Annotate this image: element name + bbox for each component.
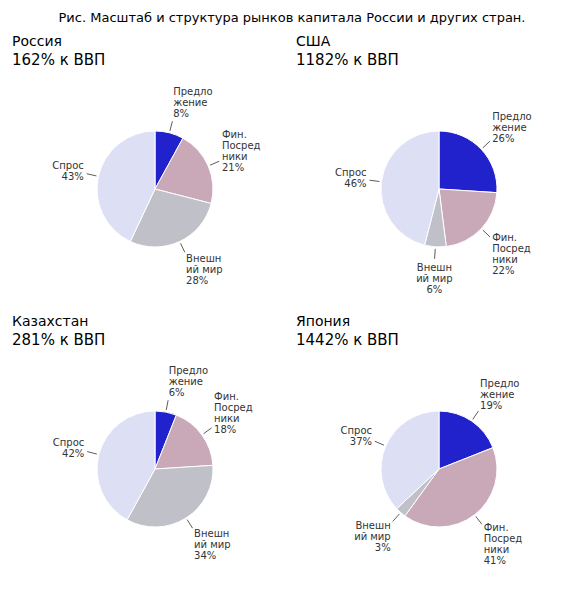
svg-text:Внешний мир3%: Внешний мир3% xyxy=(354,520,391,553)
svg-text:Предложение26%: Предложение26% xyxy=(492,111,531,144)
html-text:Япония: Япония xyxy=(296,313,351,329)
html-text:1442% к ВВП: 1442% к ВВП xyxy=(296,331,399,349)
html-text:Рис. Масштаб и структура рынко: Рис. Масштаб и структура рынков капитала… xyxy=(58,10,526,25)
svg-text:Спрос46%: Спрос46% xyxy=(335,167,366,189)
svg-text:Внешний мир6%: Внешний мир6% xyxy=(416,262,453,295)
html-text:1182% к ВВП: 1182% к ВВП xyxy=(296,51,399,69)
html-text:162% к ВВП: 162% к ВВП xyxy=(12,51,106,69)
svg-text:Спрос42%: Спрос42% xyxy=(53,437,84,459)
svg-text:Предложение8%: Предложение8% xyxy=(173,86,212,119)
svg-text:Внешний мир34%: Внешний мир34% xyxy=(194,528,231,561)
svg-text:Спрос37%: Спрос37% xyxy=(341,425,372,447)
html-text:США: США xyxy=(296,33,331,49)
svg-text:Фин.Посредники21%: Фин.Посредники21% xyxy=(222,129,261,173)
svg-text:Внешний мир28%: Внешний мир28% xyxy=(186,253,223,286)
svg-text:Фин.Посредники18%: Фин.Посредники18% xyxy=(214,391,253,435)
html-text:Россия: Россия xyxy=(12,33,62,49)
html-text:Казахстан: Казахстан xyxy=(12,313,89,329)
html-text:281% к ВВП: 281% к ВВП xyxy=(12,331,106,349)
svg-text:Фин.Посредники41%: Фин.Посредники41% xyxy=(484,522,523,566)
svg-text:Предложение19%: Предложение19% xyxy=(480,378,519,411)
svg-text:Предложение6%: Предложение6% xyxy=(169,365,208,398)
svg-text:Спрос43%: Спрос43% xyxy=(52,160,83,182)
svg-text:Фин.Посредники22%: Фин.Посредники22% xyxy=(492,232,531,276)
